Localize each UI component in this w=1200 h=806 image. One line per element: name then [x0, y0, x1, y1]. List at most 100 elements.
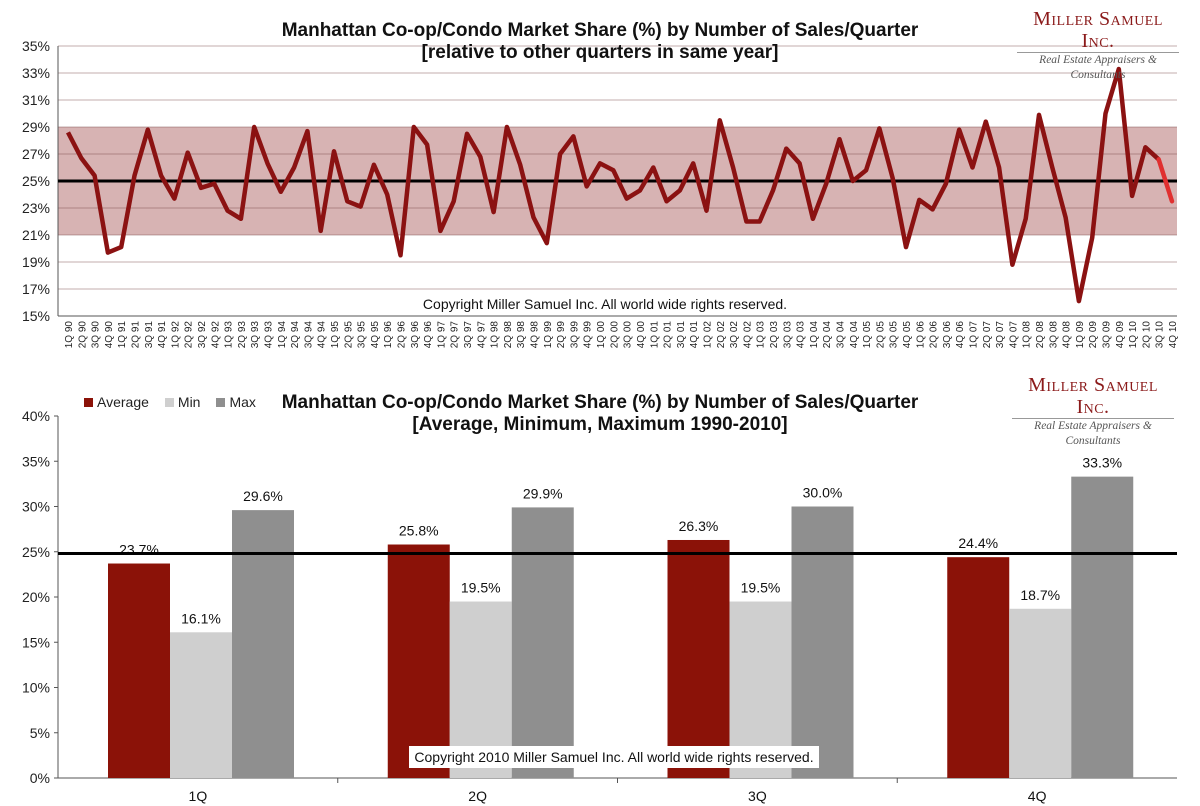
bar-chart-panel: 0% 5% 10% 15% 20% 25% 30% 35% 40% 23.7% 16.1% 29.6%…	[0, 362, 1200, 806]
logo-name: Miller Samuel Inc.	[1033, 8, 1163, 52]
x-tick-label: 1Q 97	[436, 321, 447, 349]
bar-chart-title: Manhattan Co-op/Condo Market Share (%) b…	[281, 392, 919, 413]
logo-tagline-2: Real Estate Appraisers & Consultants	[1012, 418, 1174, 449]
x-tick-label: 2Q 96	[397, 321, 408, 349]
x-tick-label: 3Q 03	[782, 321, 793, 349]
x-tick-label: 2Q 03	[769, 321, 780, 349]
y-tick-label: 21%	[22, 227, 50, 243]
legend-swatch-max	[216, 397, 226, 407]
company-logo: Miller Samuel Inc. Real Estate Appraiser…	[1017, 8, 1179, 83]
x-tick-label: 2Q 08	[1035, 321, 1046, 349]
x-tick-label: 4Q 00	[636, 321, 647, 349]
x-tick-label: 4Q 01	[689, 321, 700, 349]
data-label: 33.3%	[1082, 455, 1122, 471]
bar-min	[1009, 608, 1072, 778]
data-label: 16.1%	[181, 610, 221, 626]
x-tick-label: 2Q 10	[1141, 321, 1152, 349]
bar-min	[170, 632, 232, 778]
series-line	[66, 66, 1161, 304]
legend-swatch-average	[84, 397, 93, 407]
bar-chart: 0% 5% 10% 15% 20% 25% 30% 35% 40% 23.7% 16.1% 29.6%…	[22, 408, 1177, 804]
bar-average	[947, 557, 1010, 778]
x-tick-label: 2Q 02	[716, 321, 727, 349]
bar-max	[791, 506, 854, 778]
logo-name-2: Miller Samuel Inc.	[1028, 374, 1158, 418]
x-tick-label: 3Q	[748, 788, 767, 804]
x-tick-label: 1Q 91	[117, 321, 128, 349]
x-tick-label: 3Q 06	[942, 321, 953, 349]
x-tick-label: 2Q	[468, 788, 487, 804]
x-tick-label: 2Q 93	[237, 321, 248, 349]
x-tick-label: 4Q 95	[370, 321, 381, 349]
x-tick-label: 3Q 07	[995, 321, 1006, 349]
x-tick-label: 1Q 03	[756, 321, 767, 349]
logo-tagline: Real Estate Appraisers & Consultants	[1017, 52, 1179, 83]
x-tick-label: 4Q 94	[317, 321, 328, 349]
x-tick-label: 4Q 91	[157, 321, 168, 349]
x-tick-label: 2Q 90	[77, 321, 88, 349]
data-label: 19.5%	[461, 580, 501, 596]
x-tick-label: 1Q 99	[543, 321, 554, 349]
x-tick-label: 1Q 96	[383, 321, 394, 349]
x-tick-label: 2Q 07	[982, 321, 993, 349]
x-tick-label: 3Q 92	[197, 321, 208, 349]
x-tick-label: 3Q 96	[410, 321, 421, 349]
y-tick-label: 17%	[22, 281, 50, 297]
x-tick-label: 3Q 91	[144, 321, 155, 349]
x-tick-label: 4Q 05	[902, 321, 913, 349]
x-tick-label: 2Q 94	[290, 321, 301, 349]
x-tick-label: 2Q 05	[875, 321, 886, 349]
copyright-annotation: Copyright Miller Samuel Inc. All world w…	[423, 296, 787, 312]
x-tick-label: 1Q 00	[596, 321, 607, 349]
x-tick-label: 1Q 94	[277, 321, 288, 349]
legend-item-average: Average	[84, 394, 149, 410]
bar-average	[387, 544, 450, 778]
x-tick-label: 1Q	[189, 788, 208, 804]
x-tick-label: 3Q 10	[1155, 321, 1166, 349]
x-tick-label: 2Q 01	[663, 321, 674, 349]
annotation-background	[409, 746, 819, 768]
y-tick-label: 40%	[22, 408, 50, 424]
x-tick-label: 3Q 90	[91, 321, 102, 349]
legend-item-max: Max	[216, 394, 256, 410]
x-tick-label: 2Q 97	[450, 321, 461, 349]
data-label: 23.7%	[119, 542, 159, 558]
legend-label-max: Max	[229, 394, 256, 410]
data-label: 18.7%	[1020, 587, 1060, 603]
x-tick-label: 3Q 98	[516, 321, 527, 349]
x-tick-label: 4Q 06	[955, 321, 966, 349]
x-tick-label: 4Q 10	[1168, 321, 1179, 349]
x-tick-label: 1Q 93	[224, 321, 235, 349]
x-tick-label: 3Q 00	[623, 321, 634, 349]
x-tick-label: 3Q 04	[835, 321, 846, 349]
x-tick-label: 1Q 09	[1075, 321, 1086, 349]
x-tick-label: 4Q 09	[1115, 321, 1126, 349]
x-tick-label: 1Q 08	[1022, 321, 1033, 349]
x-tick-label: 1Q 06	[915, 321, 926, 349]
x-tick-label: 4Q 02	[742, 321, 753, 349]
x-tick-label: 2Q 09	[1088, 321, 1099, 349]
x-tick-label: 4Q 04	[849, 321, 860, 349]
y-tick-label: 33%	[22, 65, 50, 81]
x-tick-label: 1Q 95	[330, 321, 341, 349]
line-chart-subtitle: [relative to other quarters in same year…	[421, 42, 779, 63]
y-tick-label: 23%	[22, 200, 50, 216]
data-label: 25.8%	[399, 523, 439, 539]
y-tick-label: 25%	[22, 173, 50, 189]
x-tick-label: 4Q 03	[796, 321, 807, 349]
x-tick-label: 3Q 97	[463, 321, 474, 349]
x-tick-label: 4Q	[1028, 788, 1047, 804]
series-line-last-segment	[1156, 157, 1175, 204]
bar-max	[511, 507, 574, 778]
y-tick-label: 27%	[22, 146, 50, 162]
y-tick-label: 20%	[22, 589, 50, 605]
x-tick-label: 3Q 99	[569, 321, 580, 349]
x-tick-label: 4Q 92	[210, 321, 221, 349]
x-tick-label: 3Q 94	[303, 321, 314, 349]
x-tick-label: 2Q 98	[503, 321, 514, 349]
x-tick-label: 4Q 07	[1008, 321, 1019, 349]
x-tick-label: 2Q 00	[609, 321, 620, 349]
copyright-annotation: Copyright 2010 Miller Samuel Inc. All wo…	[414, 749, 813, 765]
x-tick-label: 1Q 92	[170, 321, 181, 349]
line-chart-title: Manhattan Co-op/Condo Market Share (%) b…	[281, 20, 919, 41]
